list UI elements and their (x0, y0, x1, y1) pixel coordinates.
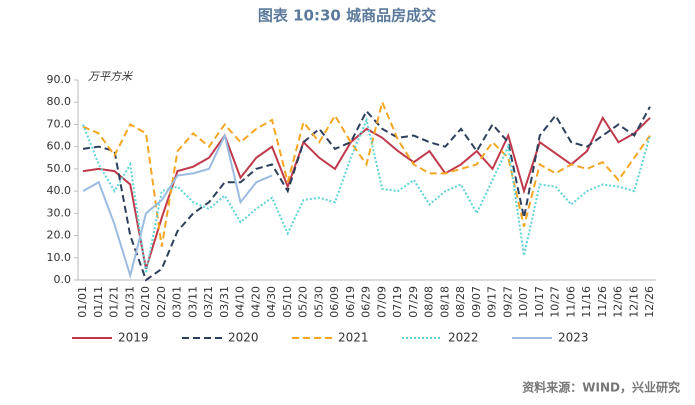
x-tick-label: 02/20 (155, 286, 168, 318)
x-tick-label: 10/07 (517, 286, 530, 318)
y-tick-label: 80.0 (47, 95, 72, 108)
source: 资料来源：WIND，兴业研究 (522, 380, 680, 395)
x-tick-label: 11/06 (564, 286, 577, 318)
x-tick-label: 01/01 (76, 286, 89, 318)
legend-label: 2021 (338, 331, 369, 345)
x-tick-label: 06/09 (328, 286, 341, 318)
series-line (82, 132, 273, 280)
x-tick-label: 11/26 (596, 286, 609, 318)
x-tick-label: 03/11 (186, 286, 199, 318)
x-tick-label: 01/11 (92, 286, 105, 318)
x-tick-label: 06/19 (344, 286, 357, 318)
x-tick-label: 04/10 (234, 286, 247, 318)
y-tick-label: 90.0 (47, 73, 72, 86)
x-tick-label: 12/26 (643, 286, 656, 318)
chart-title: 图表 10:30 城商品房成交 (258, 7, 436, 25)
x-tick-label: 02/10 (139, 286, 152, 318)
x-tick-label: 07/29 (407, 286, 420, 318)
x-tick-label: 10/27 (549, 286, 562, 318)
x-tick-label: 04/20 (249, 286, 262, 318)
x-tick-label: 05/30 (312, 286, 325, 318)
series-line (82, 116, 651, 274)
x-tick-label: 08/18 (438, 286, 451, 318)
x-tick-label: 11/16 (580, 286, 593, 318)
x-tick-label: 08/28 (454, 286, 467, 318)
x-tick-label: 09/07 (470, 286, 483, 318)
x-tick-label: 06/29 (360, 286, 373, 318)
legend-label: 2019 (118, 331, 149, 345)
x-tick-label: 03/31 (218, 286, 231, 318)
y-tick-label: 60.0 (47, 140, 72, 153)
series-line (82, 106, 651, 282)
x-tick-label: 01/31 (123, 286, 136, 318)
x-tick-label: 03/21 (202, 286, 215, 318)
y-tick-label: 20.0 (47, 229, 72, 242)
x-tick-label: 12/16 (627, 286, 640, 318)
y-tick-label: 0.0 (54, 273, 72, 286)
series-line (82, 99, 651, 247)
y-tick-label: 10.0 (47, 251, 72, 264)
x-tick-label: 09/17 (486, 286, 499, 318)
x-tick-label: 01/21 (108, 286, 121, 318)
legend-label: 2020 (228, 331, 259, 345)
y-axis-label: 万平方米 (88, 70, 133, 83)
x-tick-label: 08/08 (423, 286, 436, 318)
x-tick-label: 10/17 (533, 286, 546, 318)
y-tick-label: 40.0 (47, 184, 72, 197)
legend-label: 2022 (448, 331, 479, 345)
y-tick-label: 50.0 (47, 162, 72, 175)
x-tick-label: 12/06 (612, 286, 625, 318)
y-tick-label: 30.0 (47, 206, 72, 219)
x-tick-label: 07/09 (375, 286, 388, 318)
x-tick-label: 05/20 (297, 286, 310, 318)
y-tick-label: 70.0 (47, 117, 72, 130)
x-tick-label: 05/10 (281, 286, 294, 318)
x-tick-label: 03/01 (171, 286, 184, 318)
x-tick-label: 07/19 (391, 286, 404, 318)
series-line (82, 115, 651, 270)
x-tick-label: 04/30 (265, 286, 278, 318)
legend-label: 2023 (558, 331, 589, 345)
x-tick-label: 09/27 (501, 286, 514, 318)
